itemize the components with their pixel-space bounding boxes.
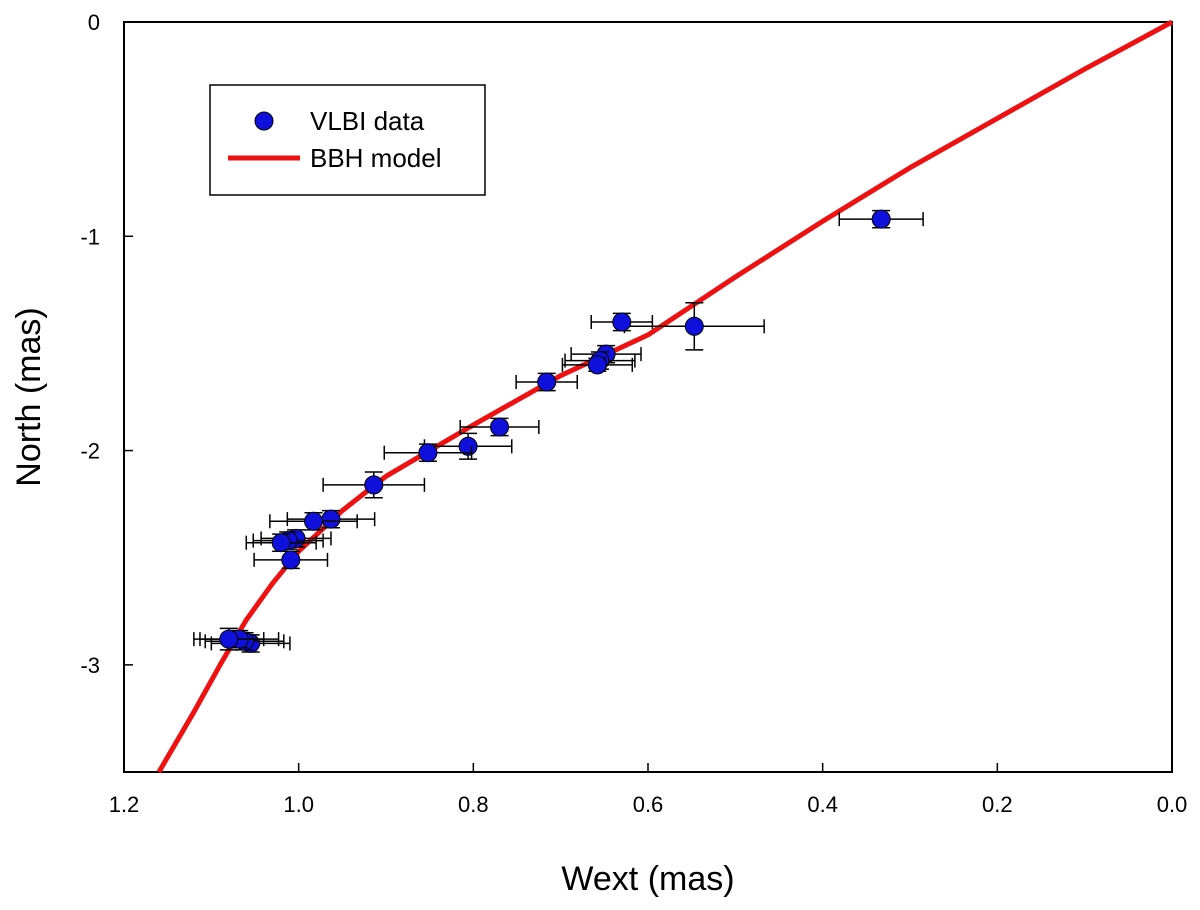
x-tick-label: 1.0 bbox=[283, 792, 314, 817]
legend-marker-vlbi bbox=[254, 111, 274, 131]
vlbi-marker bbox=[871, 209, 891, 229]
data-point bbox=[459, 417, 540, 437]
legend-box bbox=[209, 84, 486, 196]
data-point bbox=[383, 443, 473, 463]
x-tick-label: 0.2 bbox=[982, 792, 1013, 817]
vlbi-marker bbox=[219, 629, 239, 649]
y-tick-label: -2 bbox=[80, 439, 100, 464]
data-point bbox=[193, 627, 265, 651]
vlbi-marker bbox=[458, 436, 478, 456]
y-tick-label: -1 bbox=[80, 224, 100, 249]
data-point bbox=[253, 550, 329, 570]
vlbi-marker bbox=[364, 475, 384, 495]
x-tick-label: 0.8 bbox=[458, 792, 489, 817]
y-tick-label: 0 bbox=[88, 10, 100, 35]
legend: VLBI data BBH model bbox=[209, 84, 486, 196]
x-tick-label: 1.2 bbox=[109, 792, 140, 817]
data-point bbox=[623, 301, 765, 351]
vlbi-data-series bbox=[193, 209, 924, 653]
data-point bbox=[515, 372, 579, 392]
y-tick-label: -3 bbox=[80, 653, 100, 678]
vlbi-marker bbox=[271, 533, 291, 553]
data-point bbox=[561, 355, 634, 375]
vlbi-marker bbox=[321, 509, 341, 529]
data-point bbox=[322, 471, 426, 499]
y-axis-title: North (mas) bbox=[10, 307, 48, 486]
legend-label-vlbi: VLBI data bbox=[310, 106, 425, 136]
vlbi-marker bbox=[418, 443, 438, 463]
data-point bbox=[286, 509, 376, 529]
data-point bbox=[245, 533, 317, 553]
vlbi-marker bbox=[537, 372, 557, 392]
vlbi-marker bbox=[612, 312, 632, 332]
data-point bbox=[269, 511, 358, 531]
data-point bbox=[838, 209, 924, 229]
x-tick-label: 0.4 bbox=[807, 792, 838, 817]
x-tick-label: 0.0 bbox=[1157, 792, 1188, 817]
data-point bbox=[590, 312, 654, 332]
vlbi-marker bbox=[587, 355, 607, 375]
vlbi-marker bbox=[684, 316, 704, 336]
data-point bbox=[423, 432, 513, 460]
vlbi-marker bbox=[281, 550, 301, 570]
x-tick-label: 0.6 bbox=[633, 792, 664, 817]
vlbi-marker bbox=[304, 511, 324, 531]
x-axis-title: Wext (mas) bbox=[561, 860, 734, 898]
vlbi-marker bbox=[490, 417, 510, 437]
legend-label-bbh: BBH model bbox=[310, 143, 442, 173]
axis-ticks: 1.2 1.0 0.8 0.6 0.4 0.2 0.0 0 -1 -2 -3 bbox=[80, 10, 1187, 817]
